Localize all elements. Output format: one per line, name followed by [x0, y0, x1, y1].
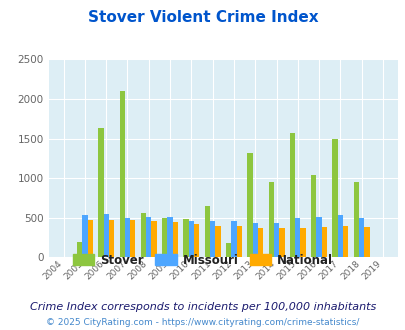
Bar: [124, 218, 130, 257]
Bar: [172, 222, 178, 257]
Bar: [279, 228, 284, 257]
Bar: [353, 182, 358, 257]
Bar: [342, 226, 347, 257]
Bar: [247, 153, 252, 257]
Text: Crime Index corresponds to incidents per 100,000 inhabitants: Crime Index corresponds to incidents per…: [30, 302, 375, 312]
Bar: [268, 182, 273, 257]
Bar: [103, 214, 109, 257]
Bar: [358, 218, 363, 257]
Bar: [236, 226, 241, 257]
Bar: [257, 228, 262, 257]
Bar: [332, 139, 337, 257]
Bar: [194, 224, 199, 257]
Bar: [209, 221, 215, 257]
Bar: [77, 242, 82, 257]
Text: © 2025 CityRating.com - https://www.cityrating.com/crime-statistics/: © 2025 CityRating.com - https://www.city…: [46, 318, 359, 327]
Bar: [337, 215, 342, 257]
Bar: [109, 220, 114, 257]
Bar: [310, 175, 315, 257]
Bar: [82, 215, 87, 257]
Bar: [321, 226, 326, 257]
Text: Stover Violent Crime Index: Stover Violent Crime Index: [87, 10, 318, 25]
Bar: [162, 218, 167, 257]
Bar: [146, 217, 151, 257]
Bar: [363, 227, 369, 257]
Legend: Stover, Missouri, National: Stover, Missouri, National: [68, 249, 337, 271]
Bar: [141, 213, 146, 257]
Bar: [98, 127, 103, 257]
Bar: [119, 91, 124, 257]
Bar: [183, 218, 188, 257]
Bar: [315, 217, 321, 257]
Bar: [204, 206, 209, 257]
Bar: [294, 218, 300, 257]
Bar: [300, 228, 305, 257]
Bar: [151, 221, 156, 257]
Bar: [252, 223, 257, 257]
Bar: [167, 217, 172, 257]
Bar: [188, 220, 194, 257]
Bar: [87, 220, 93, 257]
Bar: [215, 226, 220, 257]
Bar: [226, 243, 231, 257]
Bar: [130, 220, 135, 257]
Bar: [231, 221, 236, 257]
Bar: [273, 222, 279, 257]
Bar: [289, 133, 294, 257]
